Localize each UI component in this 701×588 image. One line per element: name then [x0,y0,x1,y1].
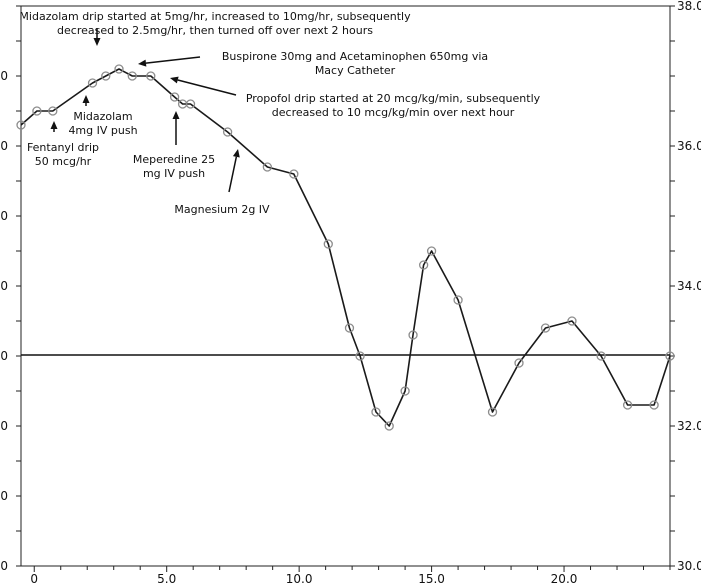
annotation-propofol: Propofol drip started at 20 mcg/kg/min, … [228,92,558,120]
x-tick-label: 10.0 [286,572,313,586]
data-point [262,162,273,172]
axes [20,5,671,567]
annotation-line: Buspirone 30mg and Acetaminophen 650mg v… [221,50,489,63]
y-left-tick-label: 0 [0,279,8,293]
annotation-arrow [93,28,101,46]
annotation-line: Magnesium 2g IV [174,203,270,216]
annotation-arrow [228,149,240,193]
annotation-line: decreased to 10 mcg/kg/min over next hou… [271,106,515,119]
annotation-line: Fentanyl drip [26,141,100,154]
annotation-magnesium: Magnesium 2g IV [162,203,282,217]
arrow-head [50,121,58,129]
series-line [20,68,671,427]
y-left-tick-label: 0 [0,349,8,363]
data-point [408,330,418,340]
arrow-shaft [228,156,238,193]
arrow-shaft [177,79,237,96]
series-1 [16,64,675,431]
arrow-head [172,111,180,119]
y-left-tick-label: 0 [0,489,8,503]
arrow-head [170,76,179,84]
tick-marks [16,5,675,572]
annotation-midazolam-drip: Midazolam drip started at 5mg/hr, increa… [15,10,415,38]
annotation-arrow [138,56,201,67]
y-right-tick-label: 36.0 [677,139,701,153]
data-point [540,323,551,333]
annotation-line: Midazolam drip started at 5mg/hr, increa… [19,10,411,23]
y-left-tick-label: 0 [0,559,8,573]
data-point [426,246,437,256]
data-point [101,71,111,81]
data-point [114,64,124,74]
annotation-line: Macy Catheter [314,64,396,77]
annotation-line: 50 mcg/hr [34,155,92,168]
data-point [344,323,355,333]
y-left-tick-label: 0 [0,69,8,83]
x-tick-label: 20.0 [551,572,578,586]
annotation-buspirone: Buspirone 30mg and Acetaminophen 650mg v… [205,50,505,78]
annotation-line: decreased to 2.5mg/hr, then turned off o… [57,24,373,37]
data-point [487,407,498,417]
annotation-line: Midazolam [73,110,133,123]
y-right-tick-label: 38.0 [677,0,701,13]
data-point [622,400,633,410]
data-point [87,78,98,88]
data-point [16,120,26,130]
data-point [567,316,577,326]
annotation-line: Propofol drip started at 20 mcg/kg/min, … [245,92,541,105]
data-point [48,106,58,116]
annotation-arrow [82,95,90,106]
arrow-head [138,59,147,67]
data-point [169,92,180,102]
data-point [665,351,675,361]
x-tick-label: 15.0 [418,572,445,586]
data-point [649,400,659,410]
data-point [323,239,333,249]
annotation-midazolam-push: Midazolam 4mg IV push [58,110,148,138]
annotation-meperedine: Meperedine 25 mg IV push [124,153,224,181]
arrow-shaft [145,56,201,64]
data-point [289,169,299,179]
arrow-head [232,149,240,158]
data-point [185,99,196,109]
data-point [222,127,233,137]
data-point [384,421,394,431]
annotation-arrows [50,28,240,193]
y-right-tick-label: 34.0 [677,279,701,293]
y-right-tick-label: 30.0 [677,559,701,573]
annotation-line: Meperedine 25 [132,153,216,166]
annotation-fentanyl: Fentanyl drip 50 mcg/hr [18,141,108,169]
data-point [453,295,463,305]
data-point [355,351,365,361]
y-left-tick-label: 0 [0,139,8,153]
data-point [32,106,42,116]
data-point [596,351,606,361]
data-point [514,358,524,368]
arrow-head [93,38,101,46]
data-point [400,386,410,396]
annotation-line: 4mg IV push [68,124,138,137]
annotation-arrow [50,121,58,132]
data-point [127,71,137,81]
data-point [418,260,429,270]
data-point [146,71,156,81]
annotation-arrow [170,76,237,96]
x-tick-label: 0 [30,572,38,586]
y-left-tick-label: 0 [0,419,8,433]
data-point [371,407,381,417]
annotation-line: mg IV push [142,167,206,180]
annotation-arrow [172,111,180,145]
arrow-head [82,95,90,103]
y-right-tick-label: 32.0 [677,419,701,433]
x-tick-label: 5.0 [157,572,176,586]
y-left-tick-label: 0 [0,209,8,223]
